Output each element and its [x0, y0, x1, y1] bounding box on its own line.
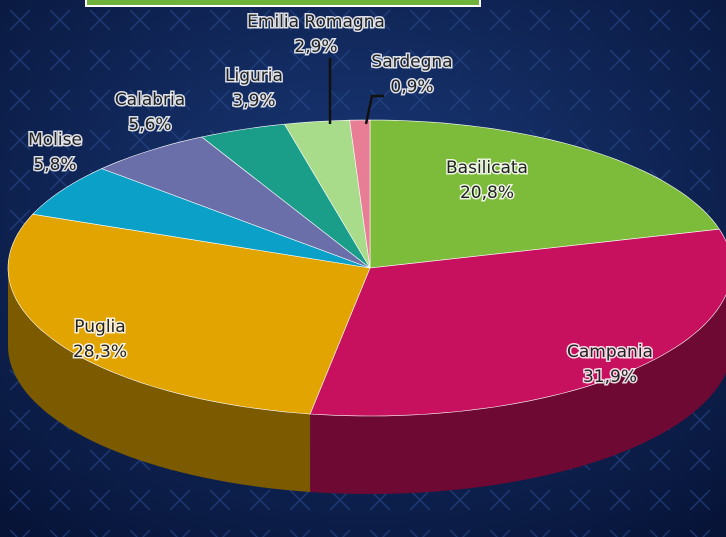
- slice-value-label: 31,9%: [583, 367, 637, 387]
- slice: [309, 228, 726, 417]
- slice: [283, 119, 371, 269]
- slice: [100, 136, 371, 269]
- slice-side: [310, 294, 726, 494]
- slice: [7, 213, 371, 415]
- slice: [32, 168, 371, 269]
- slice-value-label: 28,3%: [73, 342, 127, 362]
- slice: [349, 119, 371, 269]
- title-bar: [85, 0, 481, 7]
- slice-value-label: 5,8%: [33, 155, 76, 175]
- slice-label: Campania: [567, 342, 653, 362]
- slice-label: Emilia Romagna: [247, 12, 385, 32]
- labels: Basilicata 20,8% Campania 31,9% Puglia 28,3% M…: [27, 11, 655, 389]
- slice-value-label: 3,9%: [232, 91, 275, 111]
- slice: [201, 123, 371, 269]
- slice-label: Basilicata: [446, 158, 528, 178]
- slice-value-label: 0,9%: [390, 77, 433, 97]
- slice: [369, 119, 720, 269]
- slice-label: Liguria: [225, 66, 283, 86]
- slice-label: Sardegna: [371, 52, 452, 72]
- slice-label: Molise: [28, 130, 82, 150]
- slice-label: Calabria: [115, 90, 185, 110]
- slice-value-label: 2,9%: [294, 37, 337, 57]
- leader-line: [364, 94, 384, 125]
- slice-value-label: 20,8%: [460, 183, 514, 203]
- slice-label: Puglia: [74, 317, 125, 337]
- slice-side: [8, 268, 311, 492]
- slice-value-label: 5,6%: [128, 115, 171, 135]
- pie: [7, 119, 726, 494]
